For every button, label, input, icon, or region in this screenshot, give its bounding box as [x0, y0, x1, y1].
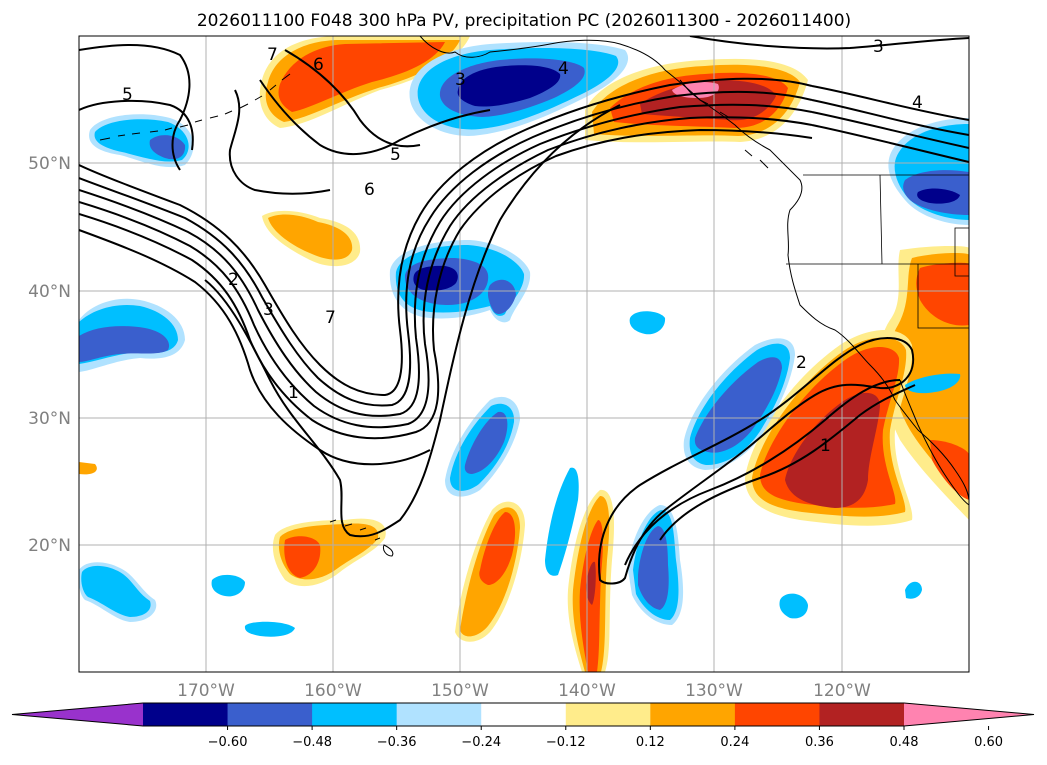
lat-label-30n: 30°N — [28, 409, 71, 429]
contour-label: 5 — [390, 145, 401, 165]
anomaly-west-edge — [79, 298, 185, 372]
colorbar-extend-high — [904, 703, 1034, 726]
colorbar-tick-label: −0.24 — [461, 735, 501, 750]
lon-label-170w: 170°W — [177, 681, 235, 701]
colorbar-segment — [819, 703, 905, 726]
colorbar-segment — [650, 703, 736, 726]
anomaly-bering — [259, 36, 470, 128]
contour-label: 7 — [325, 308, 336, 328]
colorbar: −0.60 −0.48 −0.36 −0.24 −0.12 0.12 0.24 0.36 0.4… — [11, 702, 1035, 750]
contour-label: 6 — [313, 55, 324, 75]
contour-label: 3 — [455, 70, 466, 90]
colorbar-tick-label: 0.48 — [890, 735, 919, 750]
anomaly-bering-negative — [409, 42, 629, 136]
contour-label: 1 — [820, 436, 831, 456]
precip-negative-anomalies — [79, 42, 969, 637]
contour-label: 1 — [288, 383, 299, 403]
contour-labels: 7 6 5 3 4 3 4 5 6 2 3 7 1 2 1 — [122, 37, 923, 456]
contour-label: 4 — [912, 93, 923, 113]
anomaly-eastern-pacific — [745, 330, 913, 526]
contour-label: 3 — [263, 300, 274, 320]
anomaly-aleutian-south — [262, 210, 361, 267]
latitude-labels: 50°N 40°N 30°N 20°N — [28, 154, 71, 556]
colorbar-segment — [565, 703, 651, 726]
colorbar-segment — [396, 703, 482, 726]
contour-label: 2 — [228, 270, 239, 290]
colorbar-segment — [481, 703, 567, 726]
colorbar-tick-label: −0.60 — [208, 735, 248, 750]
colorbar-tick-label: 0.36 — [805, 735, 834, 750]
colorbar-tick-label: 0.24 — [720, 735, 749, 750]
contour-label: 3 — [873, 37, 884, 57]
coastlines — [99, 36, 969, 557]
anomaly-small-blue — [629, 311, 666, 335]
colorbar-tick-label: 0.12 — [636, 735, 665, 750]
colorbar-segment — [143, 703, 229, 726]
contour-label: 5 — [122, 85, 133, 105]
colorbar-tick-label: −0.36 — [377, 735, 417, 750]
colorbar-segment — [312, 703, 398, 726]
colorbar-tick-label: −0.48 — [292, 735, 332, 750]
lon-label-150w: 150°W — [431, 681, 489, 701]
contour-label: 2 — [796, 353, 807, 373]
colorbar-ticks: −0.60 −0.48 −0.36 −0.24 −0.12 0.12 0.24 0.36 0.4… — [208, 726, 1003, 750]
lon-label-130w: 130°W — [685, 681, 743, 701]
contour-label: 7 — [267, 45, 278, 65]
colorbar-tick-label: 0.60 — [974, 735, 1003, 750]
colorbar-tick-label: −0.12 — [546, 735, 586, 750]
lat-label-40n: 40°N — [28, 282, 71, 302]
pv-contours — [79, 36, 969, 585]
lat-label-20n: 20°N — [28, 536, 71, 556]
lat-label-50n: 50°N — [28, 154, 71, 174]
colorbar-extend-low — [12, 703, 143, 726]
map-border — [78, 35, 970, 673]
colorbar-outline — [11, 702, 1035, 727]
colorbar-segment — [227, 703, 313, 726]
lon-label-120w: 120°W — [813, 681, 871, 701]
longitude-labels: 170°W 160°W 150°W 140°W 130°W 120°W — [177, 681, 871, 701]
precip-positive-anomalies — [79, 36, 969, 672]
anomaly-subtropical-streaks — [79, 462, 615, 672]
colorbar-segment — [734, 703, 820, 726]
map-panel: 7 6 5 3 4 3 4 5 6 2 3 7 1 2 1 — [79, 36, 969, 672]
contour-label: 4 — [558, 59, 569, 79]
contour-label: 6 — [364, 180, 375, 200]
graticule — [79, 36, 969, 672]
anomaly-streak-negatives — [79, 338, 961, 637]
colorbar-segments — [11, 702, 1035, 727]
lon-label-160w: 160°W — [304, 681, 362, 701]
lon-label-140w: 140°W — [558, 681, 616, 701]
map-title: 2026011100 F048 300 hPa PV, precipitatio… — [197, 11, 851, 31]
